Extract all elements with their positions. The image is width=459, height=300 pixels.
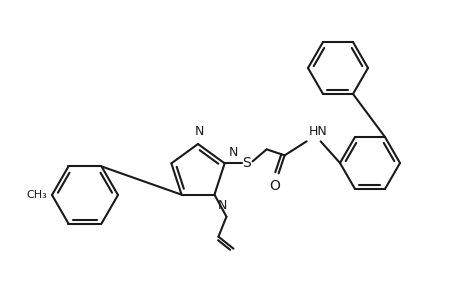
Text: N: N bbox=[217, 199, 226, 212]
Text: CH₃: CH₃ bbox=[26, 190, 47, 200]
Text: N: N bbox=[228, 146, 237, 159]
Text: HN: HN bbox=[308, 125, 327, 138]
Text: O: O bbox=[269, 179, 280, 193]
Text: N: N bbox=[194, 125, 203, 138]
Text: S: S bbox=[242, 156, 251, 170]
